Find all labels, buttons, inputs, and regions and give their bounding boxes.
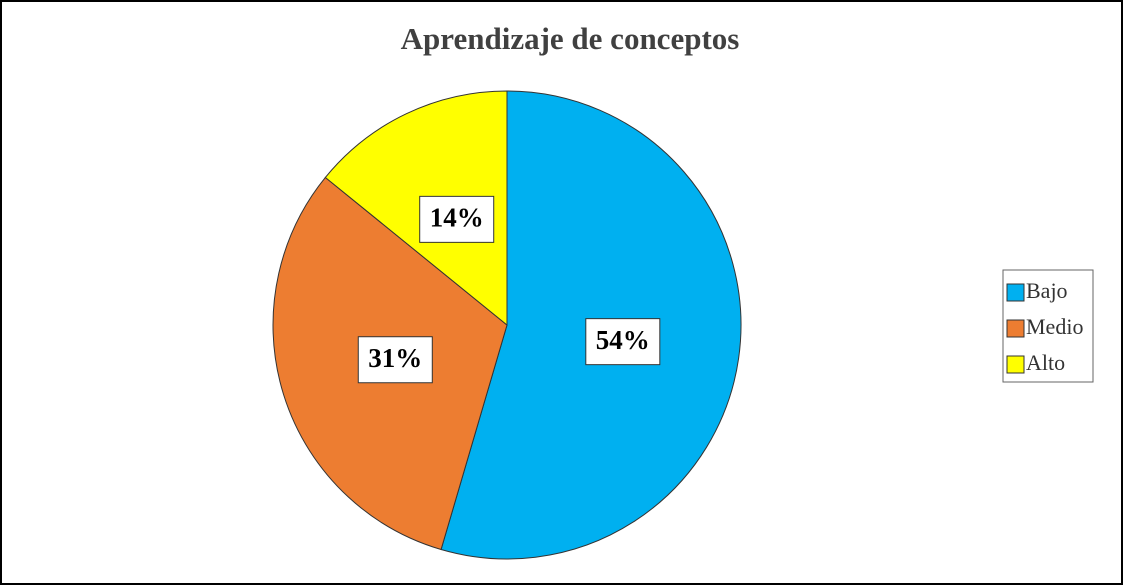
legend-label: Alto: [1026, 350, 1065, 375]
chart-title: Aprendizaje de conceptos: [401, 21, 740, 56]
data-label: 31%: [368, 343, 422, 373]
legend-swatch: [1006, 355, 1025, 374]
legend-label: Medio: [1026, 314, 1083, 339]
data-label: 14%: [430, 203, 484, 233]
pie-slice: [324, 90, 508, 327]
data-label-box: [419, 195, 495, 243]
legend-swatch: [1006, 283, 1025, 302]
legend-label: Bajo: [1026, 278, 1068, 303]
data-label-box: [585, 318, 661, 366]
legend-swatch: [1006, 319, 1025, 338]
data-label-box: [357, 336, 433, 384]
data-label: 54%: [596, 325, 650, 355]
